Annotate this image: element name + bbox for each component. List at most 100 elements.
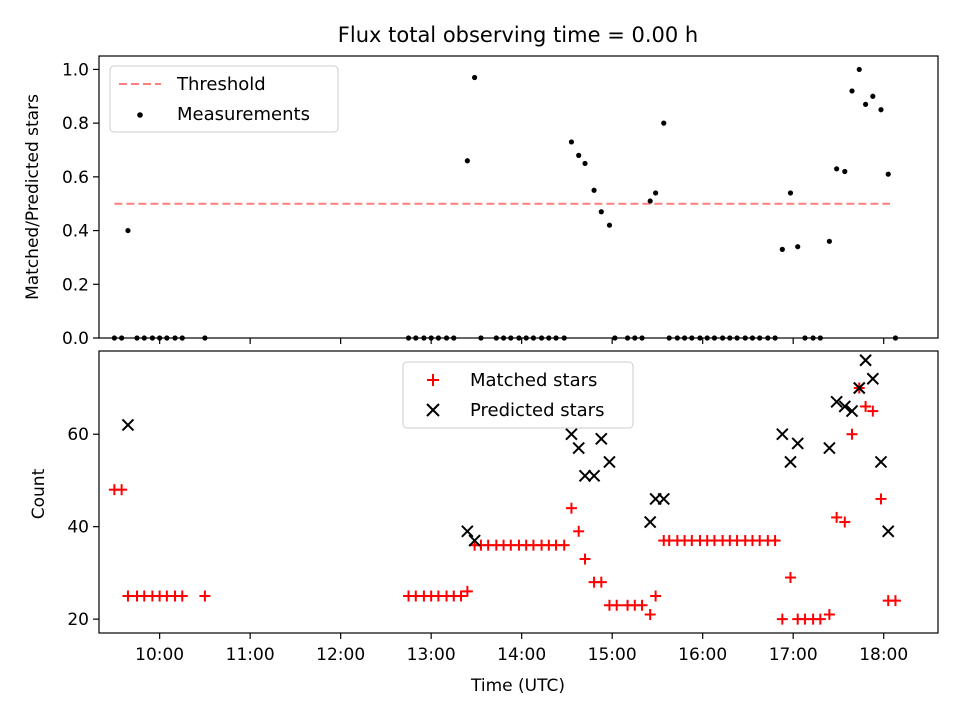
x-axis-label: Time (UTC) xyxy=(470,676,565,696)
measurement-point xyxy=(842,168,848,175)
measurement-point xyxy=(591,187,597,193)
matched-star-point xyxy=(579,553,591,565)
measurement-point xyxy=(647,198,653,204)
measurement-point xyxy=(862,101,869,107)
measurement-point xyxy=(787,190,794,196)
predicted-star-point xyxy=(595,432,608,446)
matched-star-point xyxy=(860,400,872,412)
top-y-tick-label: 0.0 xyxy=(62,329,89,349)
top-y-tick-label: 1.0 xyxy=(62,60,89,80)
top-y-tick-label: 0.6 xyxy=(62,168,89,188)
x-tick-label: 14:00 xyxy=(497,645,546,665)
top-y-axis-label: Matched/Predicted stars xyxy=(23,94,43,300)
measurement-point xyxy=(472,74,478,81)
matched-star-point xyxy=(839,516,851,528)
matched-star-point xyxy=(636,599,648,611)
measurement-point xyxy=(834,166,840,172)
predicted-star-point xyxy=(461,525,474,538)
measurement-point xyxy=(125,227,131,234)
x-tick-label: 17:00 xyxy=(769,645,818,665)
predicted-star-point xyxy=(853,381,866,395)
matched-star-point xyxy=(595,576,607,588)
matched-star-point xyxy=(867,405,879,417)
matched-star-point xyxy=(461,585,473,597)
x-tick-label: 15:00 xyxy=(588,645,637,665)
measurement-point xyxy=(885,171,891,177)
measurement-point xyxy=(856,66,862,73)
predicted-star-point xyxy=(784,455,797,469)
predicted-star-point xyxy=(845,404,859,418)
measurement-point xyxy=(582,160,588,167)
predicted-legend-swatch xyxy=(426,403,440,417)
bottom-y-tick-label: 20 xyxy=(67,610,89,630)
measurement-point xyxy=(653,190,659,196)
bottom-legend-box xyxy=(402,361,634,429)
matched-star-point xyxy=(846,428,858,440)
bottom-y-axis-label: Count xyxy=(29,468,49,519)
predicted-star-point xyxy=(578,469,592,483)
predicted-star-point xyxy=(565,428,578,441)
top-axes-frame xyxy=(98,55,939,339)
bottom-plot-area xyxy=(108,354,901,625)
matched-star-point xyxy=(558,539,570,551)
threshold-legend-label: Threshold xyxy=(176,74,266,95)
matched-star-point xyxy=(199,590,211,602)
predicted-star-point xyxy=(587,469,601,483)
predicted-star-point xyxy=(572,441,585,455)
matched-legend-swatch xyxy=(427,374,439,386)
matched-star-point xyxy=(176,590,188,602)
measurement-point xyxy=(849,88,855,94)
x-tick-label: 10:00 xyxy=(135,645,184,665)
measurement-point xyxy=(870,93,876,99)
top-legend: Threshold Measurements xyxy=(109,65,339,133)
measurement-point xyxy=(464,158,470,164)
matched-star-point xyxy=(814,613,826,625)
predicted-star-point xyxy=(859,354,872,367)
measurement-point xyxy=(606,222,613,228)
matched-star-point xyxy=(611,599,623,611)
predicted-star-point xyxy=(866,372,880,385)
top-y-tick-label: 0.2 xyxy=(62,275,89,295)
predicted-star-point xyxy=(838,400,851,413)
predicted-star-point xyxy=(823,441,836,455)
top-y-tick-label: 0.4 xyxy=(62,222,89,242)
matched-star-point xyxy=(875,493,887,505)
matched-star-point xyxy=(889,595,901,607)
predicted-star-point xyxy=(882,525,895,538)
predicted-legend-label: Predicted stars xyxy=(470,400,604,421)
bottom-axes: 20 40 60 10:00 11:00 12:00 13:00 14:00 15:00 16:0… xyxy=(67,425,908,665)
matched-star-point xyxy=(823,609,835,621)
matched-star-point xyxy=(116,484,128,496)
x-tick-label: 12:00 xyxy=(316,645,365,665)
matched-star-point xyxy=(644,609,656,621)
bottom-legend: Matched stars Predicted stars xyxy=(402,361,634,429)
measurement-point xyxy=(878,107,884,113)
predicted-star-point xyxy=(468,534,481,547)
measurements-legend-swatch xyxy=(137,112,143,118)
matched-star-point xyxy=(573,525,585,537)
matched-star-point xyxy=(831,511,843,523)
predicted-star-point xyxy=(643,515,657,529)
top-legend-box xyxy=(109,65,339,133)
x-tick-label: 18:00 xyxy=(859,645,908,665)
measurement-point xyxy=(795,244,801,250)
predicted-star-point xyxy=(657,492,670,506)
predicted-star-point xyxy=(830,395,843,409)
matched-star-point xyxy=(455,590,467,602)
top-y-tick-label: 0.8 xyxy=(62,114,89,134)
predicted-star-point xyxy=(874,455,888,469)
measurement-point xyxy=(826,238,832,244)
matched-star-point xyxy=(784,572,796,584)
measurement-point xyxy=(568,139,575,145)
top-panel: 0.0 0.2 0.4 0.6 0.8 1.0 Matched/Predicted sta… xyxy=(23,55,939,349)
x-tick-label: 11:00 xyxy=(226,645,275,665)
predicted-star-point xyxy=(791,437,804,450)
predicted-star-point xyxy=(121,418,135,432)
predicted-star-point xyxy=(776,428,789,441)
x-tick-label: 13:00 xyxy=(407,645,456,665)
measurement-point xyxy=(779,246,785,252)
matched-legend-label: Matched stars xyxy=(470,370,597,391)
matched-star-point xyxy=(650,590,662,602)
chart-title: Flux total observing time = 0.00 h xyxy=(338,23,698,47)
